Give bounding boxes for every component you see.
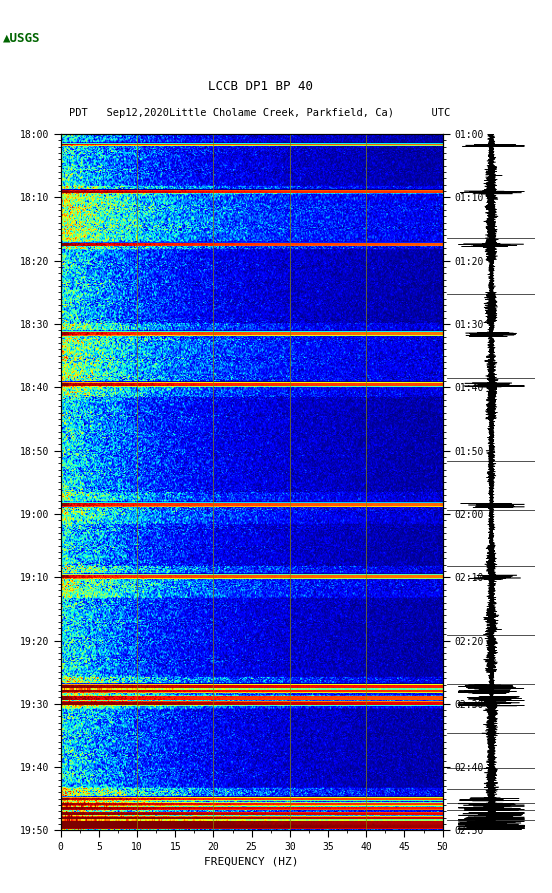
- X-axis label: FREQUENCY (HZ): FREQUENCY (HZ): [204, 856, 299, 866]
- Text: PDT   Sep12,2020Little Cholame Creek, Parkfield, Ca)      UTC: PDT Sep12,2020Little Cholame Creek, Park…: [70, 108, 451, 118]
- Text: ▲USGS: ▲USGS: [3, 31, 40, 45]
- Text: LCCB DP1 BP 40: LCCB DP1 BP 40: [208, 80, 312, 94]
